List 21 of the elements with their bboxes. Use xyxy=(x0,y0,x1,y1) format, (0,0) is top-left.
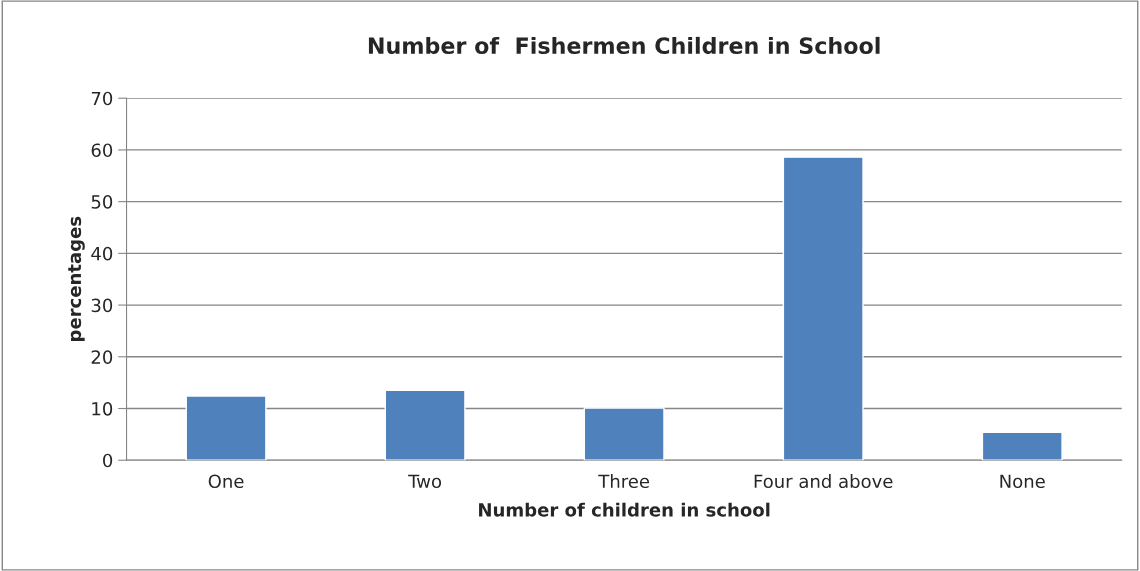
chart-title: Number of Fishermen Children in School xyxy=(368,36,880,55)
y-tick-label: 10 xyxy=(92,401,113,416)
y-tick-label: 0 xyxy=(103,453,113,468)
bar xyxy=(981,431,1063,461)
bar xyxy=(185,395,267,461)
bar xyxy=(583,407,665,461)
x-tick-label: Three xyxy=(598,474,650,489)
x-tick-label: Two xyxy=(408,474,442,489)
y-tick-label: 30 xyxy=(91,298,113,313)
y-tick-label: 70 xyxy=(91,91,113,106)
x-tick-label: Four and above xyxy=(754,474,893,489)
y-tick-label: 50 xyxy=(91,195,113,209)
x-axis-title: Number of children in school xyxy=(479,502,770,517)
y-tick-label: 60 xyxy=(91,143,113,158)
y-axis-title: percentages xyxy=(68,216,85,342)
x-tick-label: None xyxy=(1000,474,1045,489)
x-tick-label: One xyxy=(208,474,244,489)
y-tick-label: 40 xyxy=(91,246,113,261)
bar xyxy=(384,389,466,461)
y-tick-label: 20 xyxy=(91,350,113,364)
bar xyxy=(782,156,864,461)
